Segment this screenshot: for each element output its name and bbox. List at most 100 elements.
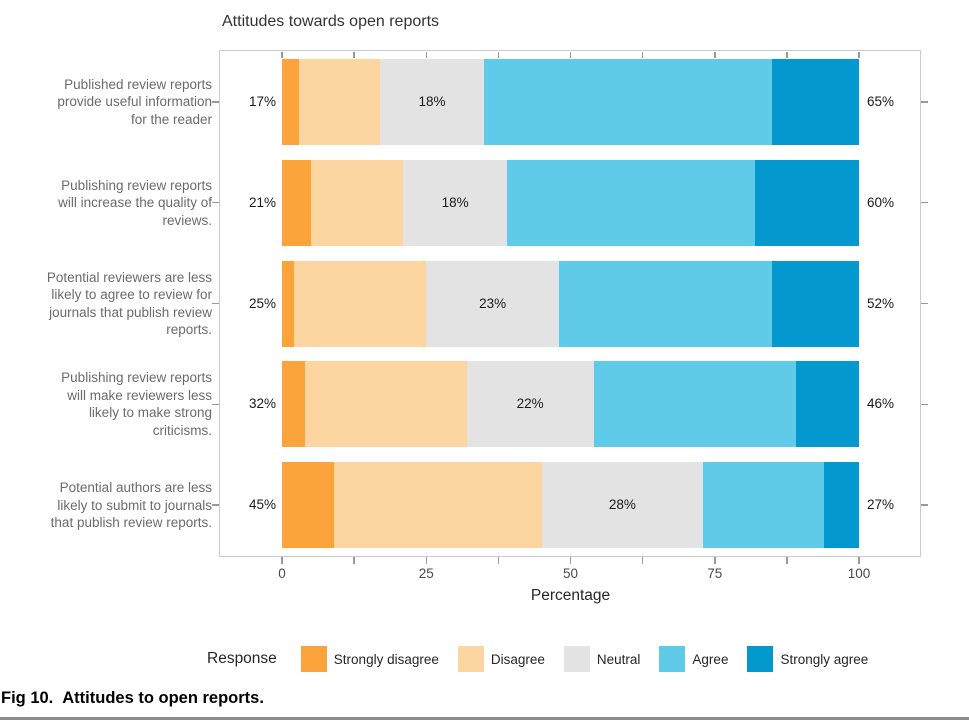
x-tick-label: 25 — [418, 566, 434, 581]
segment-strongly-agree — [772, 260, 859, 347]
legend-swatch — [300, 646, 327, 672]
chart-title: Attitudes towards open reports — [222, 13, 440, 30]
legend-label: Disagree — [490, 651, 545, 667]
category-label: Potential reviewers are less likely to a… — [46, 269, 212, 338]
segment-neutral — [541, 462, 704, 549]
segment-disagree — [293, 260, 427, 347]
x-tick-bottom — [353, 557, 355, 564]
figure-caption: Fig 10. Attitudes to open reports. — [1, 689, 264, 708]
segment-disagree — [305, 361, 467, 448]
agree-total-label: 65% — [867, 93, 895, 109]
x-tick-label: 100 — [847, 566, 871, 581]
legend-item-disagree: Disagree — [457, 646, 545, 672]
x-tick-top — [353, 51, 355, 58]
neutral-label: 22% — [516, 396, 544, 412]
segment-agree — [558, 260, 773, 347]
segment-neutral — [403, 159, 508, 246]
segment-agree — [593, 361, 796, 448]
segment-agree — [483, 58, 773, 145]
neutral-label: 18% — [441, 194, 469, 210]
stacked-bar — [282, 462, 859, 549]
legend-item-neutral: Neutral — [563, 646, 641, 672]
disagree-total-label: 32% — [248, 396, 276, 412]
segment-strongly-agree — [824, 462, 859, 549]
legend-label: Strongly disagree — [333, 651, 439, 667]
neutral-label: 18% — [418, 93, 446, 109]
x-tick-bottom — [281, 557, 283, 564]
x-tick-top — [281, 51, 283, 58]
y-tick-left — [212, 504, 219, 506]
y-tick-left — [212, 302, 219, 305]
y-tick-left — [212, 201, 219, 204]
legend-swatch — [457, 646, 484, 672]
x-tick-bottom — [497, 557, 500, 564]
stacked-bar — [282, 361, 859, 448]
x-tick-top — [425, 51, 427, 58]
y-tick-left — [212, 403, 219, 406]
y-tick-right — [921, 201, 928, 204]
disagree-total-label: 21% — [248, 194, 276, 210]
legend-swatch — [747, 646, 774, 672]
segment-neutral — [426, 260, 559, 347]
legend-item-agree: Agree — [659, 646, 728, 672]
x-tick-label: 75 — [707, 566, 723, 581]
neutral-label: 28% — [608, 497, 636, 513]
x-tick-label: 50 — [562, 566, 579, 581]
agree-total-label: 27% — [867, 497, 895, 513]
segment-neutral — [466, 361, 594, 448]
category-label: Published review reports provide useful … — [57, 76, 212, 127]
disagree-total-label: 17% — [248, 93, 276, 109]
legend-item-strongly-disagree: Strongly disagree — [300, 646, 439, 672]
y-tick-right — [921, 504, 928, 506]
x-tick-bottom — [425, 557, 427, 564]
segment-strongly-disagree — [282, 58, 300, 145]
x-tick-top — [569, 51, 572, 58]
x-tick-top — [714, 51, 716, 58]
legend-item-strongly-agree: Strongly agree — [747, 646, 868, 672]
x-tick-bottom — [714, 557, 716, 564]
legend: Response Strongly disagree Disagree Neutra… — [207, 639, 887, 679]
segment-strongly-disagree — [282, 462, 334, 549]
segment-strongly-agree — [772, 58, 859, 145]
segment-agree — [703, 462, 825, 549]
neutral-label: 23% — [479, 295, 507, 311]
x-tick-top — [641, 51, 644, 58]
x-tick-label: 0 — [278, 566, 286, 581]
x-tick-bottom — [569, 557, 572, 564]
legend-label: Strongly agree — [780, 651, 869, 667]
legend-label: Neutral — [596, 651, 641, 667]
agree-total-label: 60% — [867, 194, 895, 210]
legend-swatch — [563, 646, 590, 672]
stacked-bar — [282, 159, 859, 246]
legend-title: Response — [207, 650, 277, 667]
x-tick-bottom — [786, 557, 788, 564]
segment-agree — [507, 159, 756, 246]
segment-disagree — [310, 159, 404, 246]
y-tick-right — [921, 403, 928, 406]
caption-rule — [0, 717, 969, 720]
y-tick-left — [212, 101, 219, 103]
segment-strongly-agree — [755, 159, 859, 246]
x-axis-title: Percentage — [530, 587, 611, 604]
x-tick-top — [497, 51, 500, 58]
segment-strongly-agree — [795, 361, 859, 448]
caption-number: Fig 10. — [1, 689, 54, 707]
caption-title: Attitudes to open reports. — [62, 689, 264, 707]
legend-swatch — [659, 646, 686, 672]
stacked-bar — [282, 58, 859, 145]
disagree-total-label: 25% — [248, 295, 276, 311]
segment-strongly-disagree — [282, 159, 311, 246]
segment-strongly-disagree — [282, 361, 306, 448]
x-tick-bottom — [641, 557, 644, 564]
y-tick-right — [921, 101, 928, 103]
category-label: Potential authors are less likely to sub… — [50, 479, 212, 530]
x-tick-bottom — [858, 557, 860, 564]
agree-total-label: 46% — [867, 396, 895, 412]
category-label: Publishing review reports will make revi… — [61, 370, 212, 438]
agree-total-label: 52% — [867, 295, 895, 311]
segment-disagree — [299, 58, 381, 145]
category-label: Publishing review reports will increase … — [58, 177, 212, 228]
stacked-bar — [282, 260, 859, 347]
segment-disagree — [333, 462, 542, 549]
